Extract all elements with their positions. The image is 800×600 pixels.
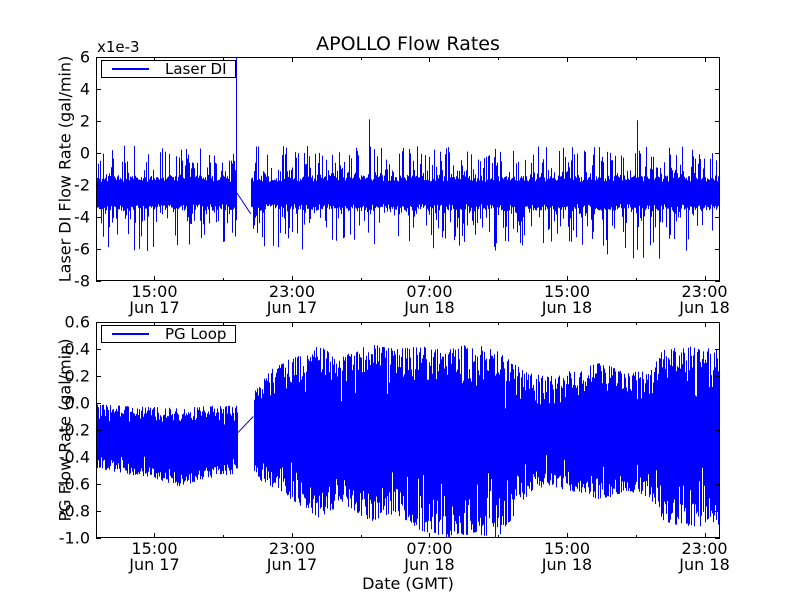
x-tick-label-date: Jun 18 (403, 555, 454, 574)
x-tick-label-date: Jun 17 (128, 298, 179, 317)
y-tick-label: -0.2 (59, 421, 90, 440)
y-tick-label: 0 (80, 144, 90, 163)
legend-laser-di: Laser DI (101, 60, 236, 78)
x-tick-label-date: Jun 17 (266, 298, 317, 317)
y-tick-label: 0.0 (65, 394, 90, 413)
y-tick-label: -0.4 (59, 448, 90, 467)
x-tick-label-time: 23:00 (681, 539, 727, 558)
legend-line-sample-icon (112, 333, 149, 335)
x-tick-label-date: Jun 18 (403, 298, 454, 317)
y-tick-label: 0.6 (65, 313, 90, 332)
y-tick-label: -2 (74, 176, 90, 195)
x-tick-label-date: Jun 17 (266, 555, 317, 574)
x-tick-label-time: 23:00 (681, 282, 727, 301)
y-tick-label: -0.8 (59, 502, 90, 521)
x-tick-label-time: 15:00 (544, 282, 590, 301)
y-tick-label: -1.0 (59, 529, 90, 548)
legend-label-pg-loop: PG Loop (165, 325, 227, 343)
figure-title: APOLLO Flow Rates (316, 33, 500, 55)
pg-loop-series (97, 345, 720, 538)
y-tick-label: -6 (74, 240, 90, 259)
legend-pg-loop: PG Loop (101, 325, 236, 343)
x-tick-label-date: Jun 18 (541, 298, 592, 317)
y-tick-label: 0.2 (65, 367, 90, 386)
x-tick-label-time: 23:00 (269, 282, 315, 301)
noise-trace (97, 145, 720, 259)
x-tick-label-date: Jun 18 (678, 555, 729, 574)
axis-ticks (96, 57, 720, 282)
legend-label-laser-di: Laser DI (165, 60, 227, 78)
x-tick-label-time: 07:00 (406, 539, 452, 558)
x-tick-label-time: 07:00 (406, 282, 452, 301)
x-tick-label-time: 15:00 (131, 539, 177, 558)
tick-labels: 0.60.40.20.0-0.2-0.4-0.6-0.8-1.015:00Jun… (59, 313, 730, 575)
y-tick-label: 2 (80, 112, 90, 131)
x-tick-label-date: Jun 18 (541, 555, 592, 574)
top-y-axis-label: Laser DI Flow Rate (gal/min) (55, 55, 75, 283)
axes-frame (96, 57, 720, 281)
x-tick-label-date: Jun 17 (128, 555, 179, 574)
x-tick-label-date: Jun 18 (678, 298, 729, 317)
x-axis-label: Date (GMT) (362, 574, 454, 593)
y-tick-label: -8 (74, 272, 90, 291)
y-offset-label: x1e-3 (97, 38, 140, 56)
x-tick-label-time: 15:00 (544, 539, 590, 558)
y-tick-label: -0.6 (59, 475, 90, 494)
y-tick-label: -4 (74, 208, 90, 227)
axis-ticks (96, 322, 720, 539)
noise-trace (97, 345, 720, 538)
y-tick-label: 4 (80, 80, 90, 99)
gap-bridge-line (236, 192, 252, 215)
x-tick-label-time: 15:00 (131, 282, 177, 301)
legend-line-sample-icon (112, 68, 149, 70)
y-tick-label: 6 (80, 48, 90, 67)
bottom-y-axis-label: PG Flow Rate (gal/min) (55, 338, 75, 522)
gap-bridge-line (237, 416, 254, 434)
y-tick-label: 0.4 (65, 340, 90, 359)
x-tick-label-time: 23:00 (269, 539, 315, 558)
laser-di-series (97, 57, 720, 259)
